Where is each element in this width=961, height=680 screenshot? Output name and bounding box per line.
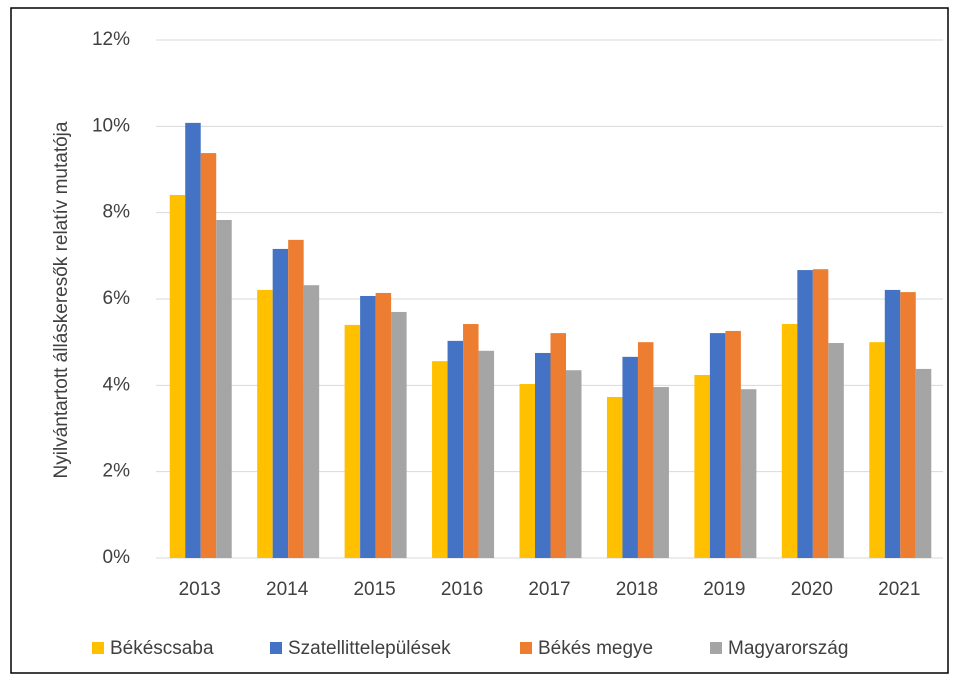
x-tick-label: 2019 bbox=[703, 579, 745, 600]
bar bbox=[740, 389, 757, 558]
x-tick-label: 2017 bbox=[528, 579, 570, 600]
bar bbox=[303, 285, 320, 558]
bar bbox=[637, 342, 654, 558]
x-tick-label: 2018 bbox=[616, 579, 658, 600]
bar bbox=[828, 343, 844, 558]
y-tick-label: 4% bbox=[103, 374, 131, 395]
x-tick-label: 2021 bbox=[878, 579, 920, 600]
y-tick-label: 12% bbox=[92, 29, 130, 50]
x-tick-label: 2014 bbox=[266, 579, 309, 600]
y-axis-title: Nyilvántartott álláskeresők relatív muta… bbox=[51, 121, 72, 478]
bar bbox=[257, 289, 273, 558]
bar bbox=[606, 396, 623, 558]
legend-swatch bbox=[92, 642, 104, 654]
bar bbox=[185, 122, 201, 558]
bar bbox=[391, 311, 407, 558]
bar bbox=[432, 361, 448, 558]
bar bbox=[478, 350, 495, 558]
bar bbox=[812, 269, 829, 558]
y-tick-label: 10% bbox=[92, 115, 130, 136]
bar bbox=[169, 194, 186, 559]
bar bbox=[535, 352, 551, 558]
bar bbox=[344, 324, 361, 558]
bar bbox=[463, 324, 479, 558]
bar bbox=[360, 295, 376, 558]
x-tick-label: 2016 bbox=[441, 579, 483, 600]
bar bbox=[781, 324, 798, 558]
bar bbox=[725, 330, 741, 558]
bar bbox=[797, 270, 813, 558]
bar bbox=[709, 333, 726, 558]
bar bbox=[915, 368, 932, 558]
bar bbox=[653, 387, 669, 558]
x-tick-label: 2015 bbox=[353, 579, 395, 600]
legend-swatch bbox=[270, 642, 282, 654]
legend-label: Magyarország bbox=[728, 638, 848, 659]
bar bbox=[694, 374, 710, 558]
bar bbox=[375, 292, 392, 558]
legend-label: Szatellittelepülések bbox=[288, 638, 451, 659]
bar bbox=[519, 384, 535, 558]
legend-label: Békéscsaba bbox=[110, 638, 214, 659]
bar bbox=[288, 239, 304, 558]
bar bbox=[622, 356, 638, 558]
x-tick-label: 2020 bbox=[791, 579, 833, 600]
bar bbox=[200, 153, 217, 558]
y-tick-label: 6% bbox=[103, 288, 131, 309]
bar bbox=[884, 289, 901, 558]
legend-label: Békés megye bbox=[538, 638, 653, 659]
bar bbox=[900, 292, 916, 558]
bar bbox=[272, 248, 289, 558]
bar bbox=[447, 340, 464, 558]
bar bbox=[566, 370, 582, 558]
bar bbox=[216, 220, 232, 558]
legend-swatch bbox=[710, 642, 722, 654]
y-tick-label: 0% bbox=[103, 547, 131, 568]
y-tick-label: 8% bbox=[103, 202, 131, 223]
legend-swatch bbox=[520, 642, 532, 654]
bar bbox=[869, 342, 885, 558]
bar bbox=[550, 333, 566, 558]
x-tick-label: 2013 bbox=[179, 579, 221, 600]
y-tick-label: 2% bbox=[103, 461, 131, 482]
